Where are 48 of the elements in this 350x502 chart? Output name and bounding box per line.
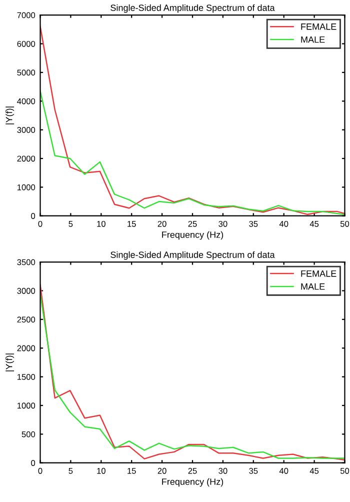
y-tick-label: 2000: [17, 345, 36, 352]
chart-title: Single-Sided Amplitude Spectrum of data: [110, 251, 275, 260]
x-axis-title: Frequency (Hz): [162, 478, 224, 487]
y-tick-label: 2500: [17, 316, 36, 323]
x-tick-label: 20: [158, 468, 166, 474]
x-tick-label: 15: [128, 221, 136, 227]
chart-title: Single-Sided Amplitude Spectrum of data: [110, 4, 275, 13]
x-tick-label: 30: [218, 468, 228, 474]
x-tick-label: 40: [279, 220, 288, 227]
x-tick-label: 50: [340, 468, 350, 474]
x-tick-label: 25: [188, 220, 197, 227]
y-tick-label: 0: [31, 213, 36, 219]
legend-label: FEMALE: [301, 270, 336, 277]
y-tick-label: 500: [22, 431, 36, 438]
x-tick-label: 35: [249, 468, 258, 474]
x-tick-label: 5: [68, 221, 73, 227]
y-tick-label: 7000: [17, 12, 36, 18]
x-tick-label: 45: [310, 468, 319, 474]
y-tick-label: 0: [31, 460, 36, 466]
x-tick-label: 0: [38, 220, 42, 227]
x-tick-label: 35: [249, 220, 258, 227]
x-axis-title: Frequency (Hz): [162, 231, 224, 240]
x-tick-label: 10: [97, 220, 106, 227]
legend-label: FEMALE: [301, 24, 336, 30]
x-tick-label: 30: [218, 220, 228, 227]
y-axis-title: |Y(f)|: [6, 354, 14, 372]
y-tick-label: 3000: [17, 127, 36, 133]
x-tick-label: 15: [128, 468, 136, 474]
x-tick-label: 0: [38, 468, 42, 474]
x-tick-label: 25: [188, 468, 197, 474]
y-tick-label: 1000: [17, 184, 36, 190]
y-tick-label: 3000: [17, 288, 36, 294]
y-tick-label: 1000: [17, 402, 36, 409]
y-axis-title: |Y(f)|: [6, 106, 14, 124]
y-tick-label: 3500: [17, 259, 36, 266]
x-tick-label: 40: [279, 468, 288, 474]
y-tick-label: 6000: [17, 40, 36, 47]
x-tick-label: 45: [310, 221, 319, 227]
x-tick-label: 50: [340, 220, 350, 227]
y-tick-label: 5000: [17, 70, 36, 76]
legend-label: MALE: [301, 283, 325, 290]
y-tick-label: 2000: [17, 156, 36, 162]
y-tick-label: 4000: [17, 98, 36, 104]
x-tick-label: 10: [97, 468, 106, 474]
x-tick-label: 5: [68, 468, 73, 474]
legend-label: MALE: [301, 36, 325, 43]
y-tick-label: 1500: [17, 374, 36, 380]
x-tick-label: 20: [158, 220, 166, 227]
